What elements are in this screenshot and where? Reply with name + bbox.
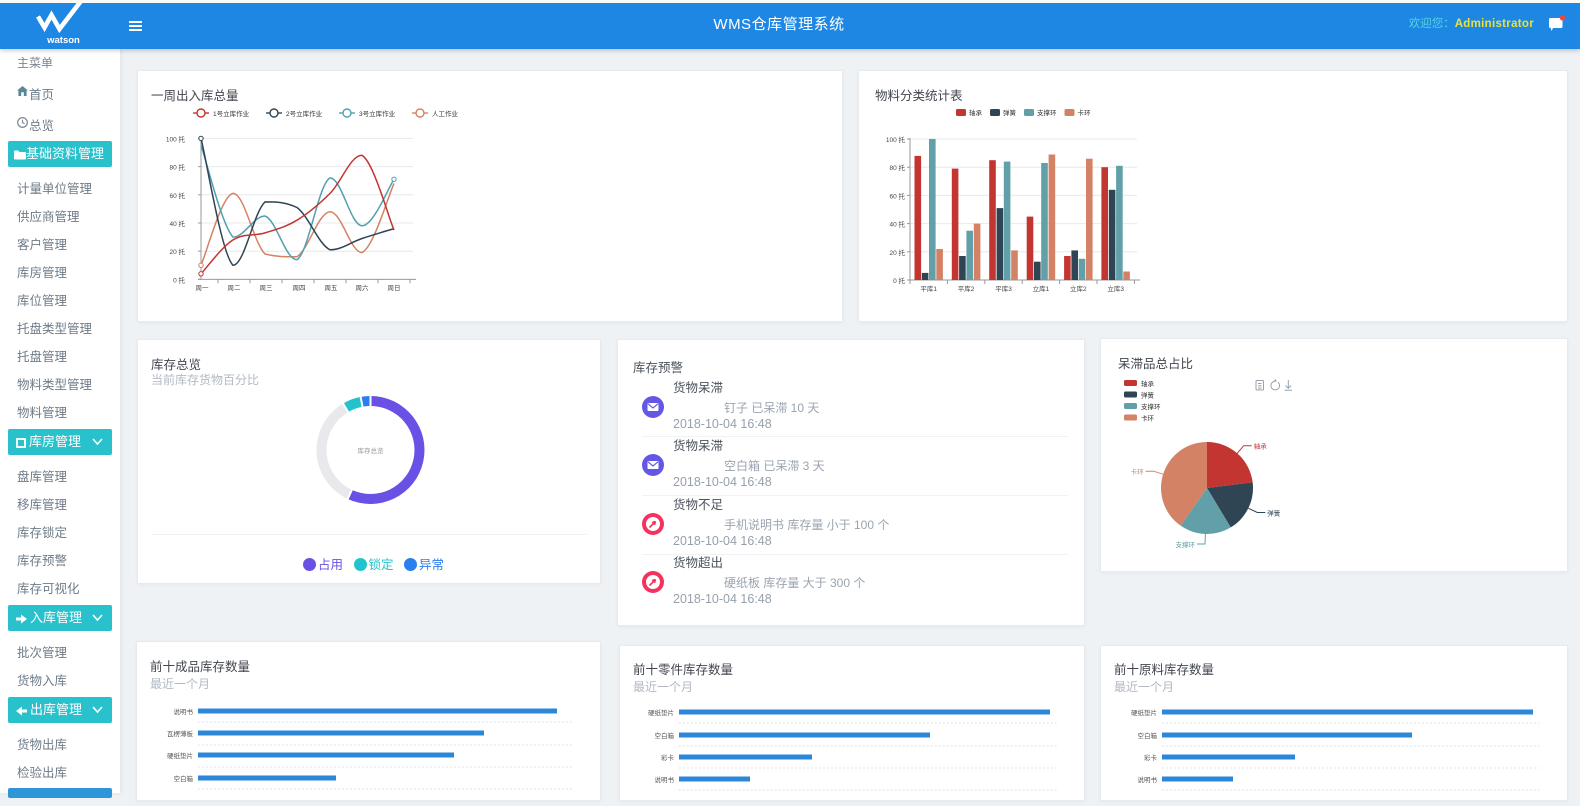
svg-text:支撑环: 支撑环 xyxy=(1141,402,1161,411)
svg-text:人工作业: 人工作业 xyxy=(432,109,459,118)
svg-text:1号立库作业: 1号立库作业 xyxy=(213,109,250,118)
svg-text:硬纸垫片: 硬纸垫片 xyxy=(648,708,674,717)
svg-text:0 托: 0 托 xyxy=(893,276,905,285)
svg-text:弹簧: 弹簧 xyxy=(1141,391,1155,400)
svg-text:彩卡: 彩卡 xyxy=(661,753,675,762)
svg-text:卡环: 卡环 xyxy=(1078,108,1092,117)
svg-text:立库2: 立库2 xyxy=(1070,284,1087,293)
svg-text:说明书: 说明书 xyxy=(174,707,194,716)
svg-text:周四: 周四 xyxy=(293,284,306,292)
svg-text:瓦楞薄板: 瓦楞薄板 xyxy=(167,729,194,738)
svg-text:空白箱: 空白箱 xyxy=(655,731,675,740)
svg-text:3号立库作业: 3号立库作业 xyxy=(359,109,396,118)
svg-text:周一: 周一 xyxy=(196,284,210,292)
svg-text:立库3: 立库3 xyxy=(1107,284,1124,293)
svg-text:轴承: 轴承 xyxy=(1254,442,1268,451)
svg-text:40 托: 40 托 xyxy=(889,220,905,229)
svg-text:80 托: 80 托 xyxy=(889,163,905,172)
svg-text:80 托: 80 托 xyxy=(169,163,185,172)
svg-text:支撑环: 支撑环 xyxy=(1176,540,1196,549)
svg-text:40 托: 40 托 xyxy=(169,219,185,228)
svg-text:watson: watson xyxy=(46,35,80,46)
svg-text:支撑环: 支撑环 xyxy=(1037,108,1057,117)
svg-text:弹簧: 弹簧 xyxy=(1003,108,1017,117)
svg-text:60 托: 60 托 xyxy=(169,191,185,200)
svg-text:100 托: 100 托 xyxy=(166,134,186,143)
svg-text:周日: 周日 xyxy=(388,284,401,292)
svg-text:库存总览: 库存总览 xyxy=(358,446,385,455)
svg-text:彩卡: 彩卡 xyxy=(1144,753,1158,762)
svg-text:周五: 周五 xyxy=(325,284,339,292)
svg-text:轴承: 轴承 xyxy=(1141,379,1155,388)
svg-text:0 托: 0 托 xyxy=(173,275,185,284)
svg-text:空白箱: 空白箱 xyxy=(174,774,194,783)
svg-text:100 托: 100 托 xyxy=(886,135,906,144)
svg-text:空白箱: 空白箱 xyxy=(1138,731,1158,740)
svg-text:卡环: 卡环 xyxy=(1141,414,1155,423)
svg-text:硬纸垫片: 硬纸垫片 xyxy=(167,751,193,760)
svg-text:20 托: 20 托 xyxy=(169,247,185,256)
svg-text:60 托: 60 托 xyxy=(889,191,905,200)
svg-text:周六: 周六 xyxy=(356,283,370,292)
svg-text:立库1: 立库1 xyxy=(1033,284,1050,293)
svg-text:说明书: 说明书 xyxy=(655,775,675,784)
svg-text:平库1: 平库1 xyxy=(920,284,937,293)
svg-text:平库2: 平库2 xyxy=(958,284,975,293)
svg-text:20 托: 20 托 xyxy=(889,248,905,257)
svg-text:弹簧: 弹簧 xyxy=(1267,509,1281,518)
svg-text:平库3: 平库3 xyxy=(995,284,1012,293)
svg-text:轴承: 轴承 xyxy=(969,108,983,117)
svg-text:周二: 周二 xyxy=(228,284,242,292)
svg-text:硬纸垫片: 硬纸垫片 xyxy=(1131,708,1157,717)
svg-text:2号立库作业: 2号立库作业 xyxy=(286,109,323,118)
svg-text:说明书: 说明书 xyxy=(1138,775,1158,784)
svg-text:卡环: 卡环 xyxy=(1131,467,1145,476)
svg-text:周三: 周三 xyxy=(260,284,274,292)
